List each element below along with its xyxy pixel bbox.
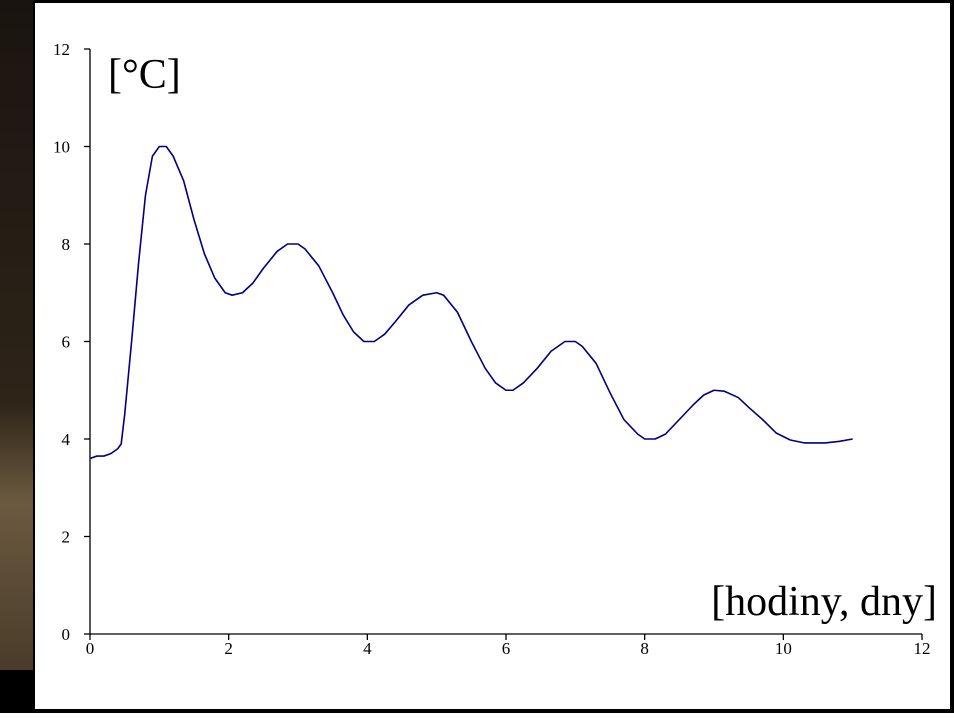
y-tick-label: 12 [53, 40, 70, 59]
x-tick-label: 6 [502, 639, 511, 658]
y-tick-label: 10 [53, 138, 70, 157]
chart-area [33, 1, 952, 711]
x-tick-label: 12 [914, 639, 931, 658]
x-tick-label: 10 [775, 639, 792, 658]
data-line [89, 145, 853, 460]
photo-strip [0, 0, 34, 670]
y-tick-label: 6 [62, 333, 71, 352]
x-tick-label: 4 [363, 639, 372, 658]
y-axis-label: [°C] [108, 52, 181, 98]
y-tick-label: 0 [62, 625, 71, 644]
y-tick-label: 2 [62, 528, 71, 547]
y-tick-label: 8 [62, 235, 71, 254]
x-axis-label: [hodiny, dny] [711, 579, 937, 625]
y-tick-label: 4 [62, 430, 71, 449]
x-tick-label: 8 [640, 639, 649, 658]
x-tick-label: 2 [224, 639, 233, 658]
x-tick-label: 0 [86, 639, 95, 658]
